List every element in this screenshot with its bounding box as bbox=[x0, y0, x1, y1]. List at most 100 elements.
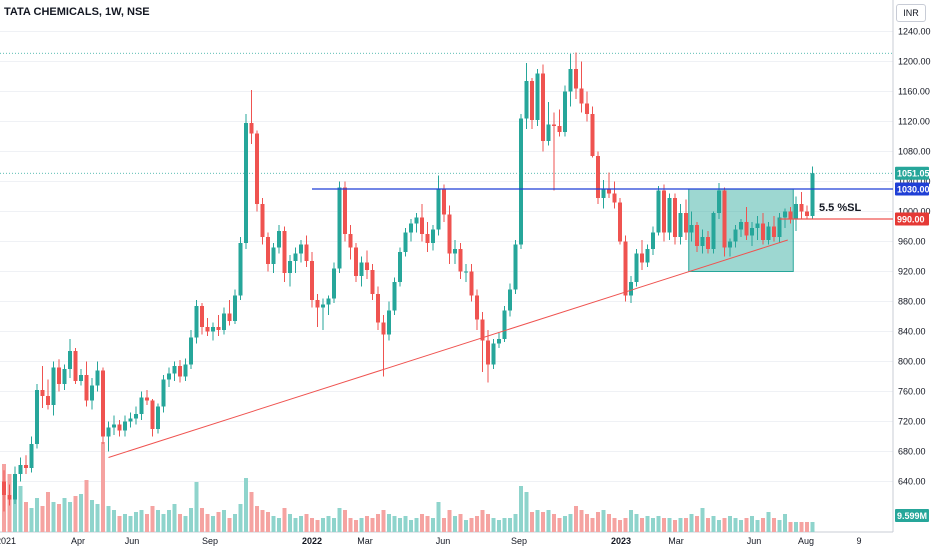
candle-body bbox=[266, 237, 270, 264]
volume-bar bbox=[519, 486, 523, 532]
volume-bar bbox=[458, 514, 463, 532]
candle-body bbox=[409, 223, 413, 233]
candle-body bbox=[321, 304, 325, 308]
x-tick-label: Mar bbox=[668, 536, 684, 546]
volume-bar bbox=[128, 516, 133, 532]
volume-bar bbox=[607, 514, 611, 532]
candle-body bbox=[799, 204, 804, 212]
volume-bar bbox=[299, 516, 303, 532]
candle-body bbox=[673, 198, 677, 237]
candle-body bbox=[590, 114, 595, 156]
volume-bar bbox=[150, 506, 155, 532]
candle-body bbox=[255, 133, 259, 204]
volume-bar bbox=[376, 514, 380, 532]
candle-body bbox=[79, 375, 83, 381]
candle-body bbox=[552, 124, 556, 126]
candle-body bbox=[7, 495, 12, 500]
volume-bar bbox=[332, 518, 336, 532]
volume-bar bbox=[233, 514, 237, 532]
volume-bar bbox=[436, 502, 441, 532]
volume-bar bbox=[750, 516, 754, 532]
volume-bar bbox=[673, 520, 677, 532]
candle-body bbox=[557, 126, 562, 132]
candle-body bbox=[502, 310, 507, 339]
volume-bar bbox=[717, 520, 721, 532]
candle-body bbox=[568, 69, 573, 92]
candle-body bbox=[183, 364, 188, 377]
volume-bar bbox=[728, 516, 732, 532]
candle-body bbox=[211, 327, 215, 332]
candle-body bbox=[90, 385, 94, 401]
volume-bar bbox=[689, 514, 694, 532]
currency-button[interactable]: INR bbox=[896, 4, 926, 22]
volume-bar bbox=[695, 516, 699, 532]
y-tick-label: 960.00 bbox=[898, 237, 926, 247]
candle-body bbox=[29, 444, 34, 468]
volume-bar bbox=[348, 518, 353, 532]
candle-body bbox=[546, 124, 551, 141]
volume-bar bbox=[612, 518, 617, 532]
candle-body bbox=[343, 187, 347, 234]
volume-bar bbox=[112, 510, 116, 532]
volume-bar bbox=[354, 520, 358, 532]
volume-bar bbox=[145, 514, 149, 532]
candle-body bbox=[205, 327, 210, 332]
volume-label: 9.599M bbox=[897, 511, 927, 521]
x-tick-label: Jun bbox=[747, 536, 762, 546]
candle-body bbox=[73, 351, 78, 381]
volume-bar bbox=[18, 486, 23, 532]
volume-bar bbox=[425, 516, 430, 532]
volume-bar bbox=[447, 510, 452, 532]
candle-body bbox=[392, 282, 397, 311]
candle-body bbox=[711, 213, 716, 249]
candle-body bbox=[728, 241, 732, 248]
candle-body bbox=[249, 123, 254, 134]
volume-bar bbox=[359, 518, 364, 532]
y-tick-label: 1200.00 bbox=[898, 57, 931, 67]
volume-bar bbox=[211, 516, 215, 532]
candle-body bbox=[200, 306, 204, 327]
volume-bar bbox=[29, 508, 34, 532]
x-tick-label: 2021 bbox=[0, 536, 16, 546]
x-tick-label: 9 bbox=[856, 536, 861, 546]
volume-bar bbox=[167, 510, 171, 532]
candle-body bbox=[585, 103, 589, 114]
volume-bar bbox=[62, 498, 67, 532]
candle-body bbox=[491, 343, 496, 365]
candle-body bbox=[662, 190, 666, 233]
candle-body bbox=[788, 211, 793, 219]
candle-body bbox=[497, 339, 501, 344]
candle-body bbox=[123, 421, 127, 431]
candle-body bbox=[84, 375, 89, 401]
candle-body bbox=[618, 202, 622, 242]
volume-bar bbox=[524, 492, 529, 532]
candle-body bbox=[62, 369, 67, 384]
volume-bar bbox=[370, 518, 375, 532]
candle-body bbox=[381, 322, 386, 335]
volume-bar bbox=[288, 514, 292, 532]
candle-body bbox=[370, 270, 375, 294]
candle-body bbox=[689, 225, 694, 233]
volume-bar bbox=[123, 514, 127, 532]
volume-bar bbox=[755, 520, 760, 532]
y-tick-label: 1040.00 bbox=[898, 177, 931, 187]
candle-body bbox=[623, 241, 628, 296]
candle-body bbox=[359, 262, 364, 276]
y-tick-label: 1120.00 bbox=[898, 117, 930, 127]
volume-bar bbox=[172, 504, 177, 532]
volume-bar bbox=[799, 522, 804, 532]
volume-bar bbox=[596, 512, 600, 532]
candle-body bbox=[524, 81, 529, 119]
volume-bar bbox=[480, 510, 485, 532]
volume-bar bbox=[442, 518, 446, 532]
candle-body bbox=[178, 366, 182, 377]
volume-bar bbox=[156, 510, 160, 532]
stop-loss-label: 5.5 %SL bbox=[819, 202, 861, 214]
volume-label-bg bbox=[895, 509, 929, 522]
volume-bar bbox=[227, 518, 232, 532]
y-tick-label: 1160.00 bbox=[898, 87, 930, 97]
candle-body bbox=[420, 217, 424, 234]
candle-body bbox=[233, 295, 237, 321]
volume-bar bbox=[590, 518, 595, 532]
